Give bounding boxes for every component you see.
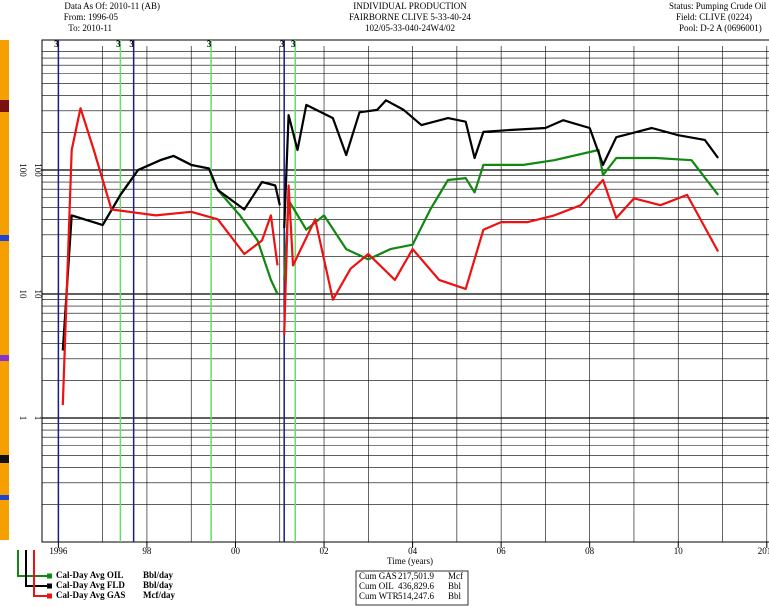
x-axis-label: Time (years) — [387, 556, 433, 566]
plot-frame — [41, 39, 769, 543]
x-tick-label: 04 — [408, 546, 418, 556]
legend-connector — [25, 550, 50, 587]
cum-box — [355, 570, 469, 606]
cum-unit: Bbl — [448, 591, 462, 601]
event-label: 3 — [207, 39, 212, 49]
x-tick-label: 10 — [674, 546, 684, 556]
y-tick-label: 1 — [33, 416, 43, 421]
y-tick-label: 10 — [18, 290, 28, 300]
legend-marker — [47, 593, 52, 599]
cum-name: Cum GAS — [359, 571, 397, 581]
x-tick-label: 2012 — [758, 546, 769, 556]
header-right: Status: Pumping Crude Oil — [669, 1, 767, 11]
legend-unit: Bbl/day — [143, 570, 174, 580]
side-strip-band — [0, 355, 9, 361]
event-label: 3 — [280, 39, 285, 49]
legend-marker — [47, 583, 52, 589]
legend-unit: Mcf/day — [143, 590, 175, 600]
chart-subtitle: 102/05-33-040-24W4/02 — [365, 23, 455, 33]
series-line — [61, 107, 720, 406]
legend-label: Cal-Day Avg GAS — [56, 590, 125, 600]
cum-name: Cum WTR — [359, 591, 399, 601]
legend-label: Cal-Day Avg OIL — [56, 570, 123, 580]
event-label: 3 — [129, 39, 134, 49]
cum-unit: Mcf — [448, 571, 463, 581]
header-right: Field: CLIVE (0224) — [676, 12, 752, 22]
cum-value: 217,501.9 — [398, 571, 435, 581]
x-tick-label: 02 — [320, 546, 329, 556]
side-strip — [0, 40, 9, 540]
header-right: Pool: D-2 A (0696001) — [679, 23, 762, 33]
header-left: Data As Of: 2010-11 (AB) — [64, 1, 160, 11]
series-line — [61, 99, 719, 351]
y-tick-label: 10 — [33, 290, 43, 300]
legend-marker — [47, 573, 52, 579]
cum-value: 514,247.6 — [398, 591, 435, 601]
chart-subtitle: FAIRBORNE CLIVE 5-33-40-24 — [349, 12, 471, 22]
event-label: 3 — [116, 39, 121, 49]
side-strip-band — [0, 455, 9, 463]
y-tick-label: 100 — [18, 163, 28, 177]
x-tick-label: 1996 — [49, 546, 68, 556]
cum-name: Cum OIL — [359, 581, 394, 591]
side-strip-band — [0, 100, 9, 112]
header-left: To: 2010-11 — [68, 23, 112, 33]
y-tick-label: 100 — [33, 163, 43, 177]
side-strip-band — [0, 235, 9, 241]
legend-connector — [33, 550, 50, 597]
event-label: 3 — [54, 39, 59, 49]
x-tick-label: 00 — [231, 546, 241, 556]
event-label: 3 — [291, 39, 296, 49]
x-tick-label: 06 — [497, 546, 507, 556]
x-tick-label: 98 — [142, 546, 152, 556]
cum-unit: Bbl — [448, 581, 462, 591]
x-tick-label: 08 — [585, 546, 595, 556]
y-tick-label: 1 — [18, 416, 28, 421]
side-strip-band — [0, 495, 9, 500]
cum-value: 436,829.6 — [398, 581, 435, 591]
header-left: From: 1996-05 — [64, 12, 119, 22]
chart-title: INDIVIDUAL PRODUCTION — [353, 1, 467, 11]
legend-unit: Bbl/day — [143, 580, 174, 590]
legend-connector — [17, 550, 50, 577]
legend-label: Cal-Day Avg FLD — [56, 580, 125, 590]
